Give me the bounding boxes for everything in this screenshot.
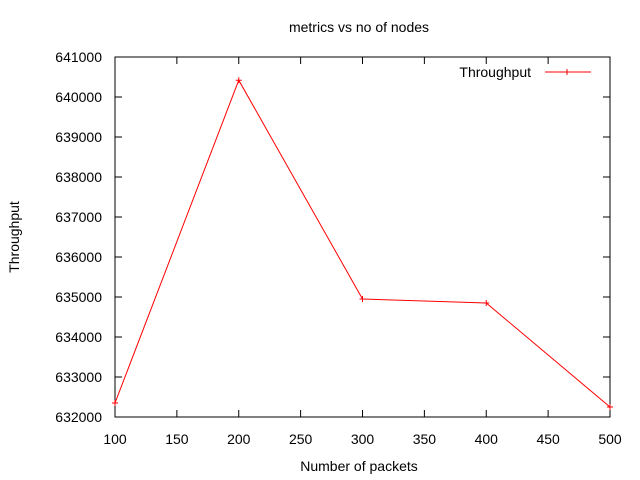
x-tick-label: 300	[351, 431, 375, 447]
y-tick-label: 636000	[55, 249, 102, 265]
x-tick-label: 400	[475, 431, 499, 447]
y-tick-label: 637000	[55, 209, 102, 225]
plot-frame	[114, 56, 611, 418]
x-tick-label: 200	[227, 431, 251, 447]
legend-marker	[564, 69, 570, 75]
x-tick-label: 250	[289, 431, 313, 447]
y-tick-label: 638000	[55, 169, 102, 185]
data-point	[483, 300, 490, 306]
y-tick-label: 640000	[55, 89, 102, 105]
chart-title: metrics vs no of nodes	[289, 19, 429, 35]
y-tick-label: 641000	[55, 49, 102, 65]
y-tick-label: 639000	[55, 129, 102, 145]
legend-label: Throughput	[459, 64, 531, 80]
x-tick-label: 450	[536, 431, 560, 447]
series-layer	[112, 77, 613, 410]
x-axis-label: Number of packets	[300, 458, 418, 474]
data-point	[359, 296, 366, 302]
y-tick-label: 634000	[55, 329, 102, 345]
data-point	[607, 404, 613, 410]
y-tick-label: 632000	[55, 409, 102, 425]
x-tick-label: 350	[413, 431, 437, 447]
x-tick-label: 500	[598, 431, 622, 447]
y-tick-label: 633000	[55, 369, 102, 385]
y-axis-label: Throughput	[6, 201, 22, 273]
data-point	[235, 77, 242, 84]
y-axis: 632000 633000 634000 635000 636000 637000 6380…	[55, 49, 610, 425]
y-tick-label: 635000	[55, 289, 102, 305]
x-axis: 100 150 200 250 300 350 400 450 500	[103, 57, 622, 447]
data-point	[112, 400, 118, 406]
x-tick-label: 100	[103, 431, 127, 447]
x-tick-label: 150	[165, 431, 189, 447]
legend: Throughput	[459, 64, 591, 80]
series-line	[114, 79, 611, 408]
